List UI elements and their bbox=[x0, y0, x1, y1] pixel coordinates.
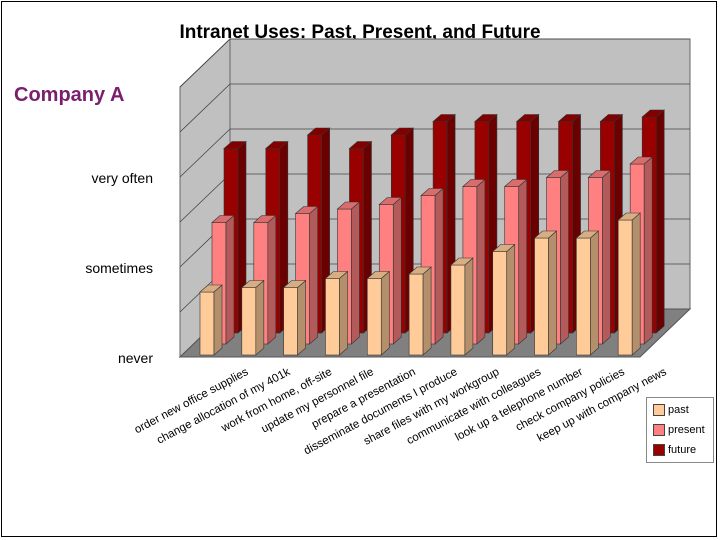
legend-item-future: future bbox=[653, 444, 696, 458]
company-label: Company A bbox=[14, 84, 125, 106]
gridline-left bbox=[179, 128, 231, 178]
bar-past-5 bbox=[366, 270, 391, 356]
y-tick-label-3: very often bbox=[92, 170, 153, 186]
bar-past-9 bbox=[533, 230, 558, 356]
legend-swatch-future bbox=[653, 444, 665, 457]
gridline-left bbox=[179, 38, 231, 88]
chart-legend: past present future bbox=[646, 397, 714, 463]
bar-past-7 bbox=[450, 257, 474, 356]
legend-swatch-present bbox=[653, 424, 665, 437]
gridline-left bbox=[179, 83, 231, 133]
bar-past-2 bbox=[241, 279, 265, 356]
legend-item-present: present bbox=[653, 424, 705, 438]
legend-swatch-past bbox=[653, 404, 665, 417]
bar-past-8 bbox=[491, 243, 516, 356]
y-tick-label-2: sometimes bbox=[85, 260, 153, 276]
bar-past-3 bbox=[282, 279, 307, 356]
legend-label-future: future bbox=[668, 444, 697, 456]
bar-past-11 bbox=[617, 212, 641, 356]
bar-past-1 bbox=[199, 284, 223, 356]
legend-item-past: past bbox=[653, 404, 689, 418]
chart-title: Intranet Uses: Past, Present, and Future bbox=[179, 22, 541, 43]
legend-label-past: past bbox=[668, 404, 689, 416]
legend-label-present: present bbox=[668, 424, 705, 436]
y-tick-label-1: never bbox=[118, 350, 153, 366]
bar-past-10 bbox=[575, 230, 600, 356]
bar-past-6 bbox=[408, 266, 432, 356]
bar-past-4 bbox=[324, 270, 349, 356]
gridline-left bbox=[179, 173, 231, 223]
